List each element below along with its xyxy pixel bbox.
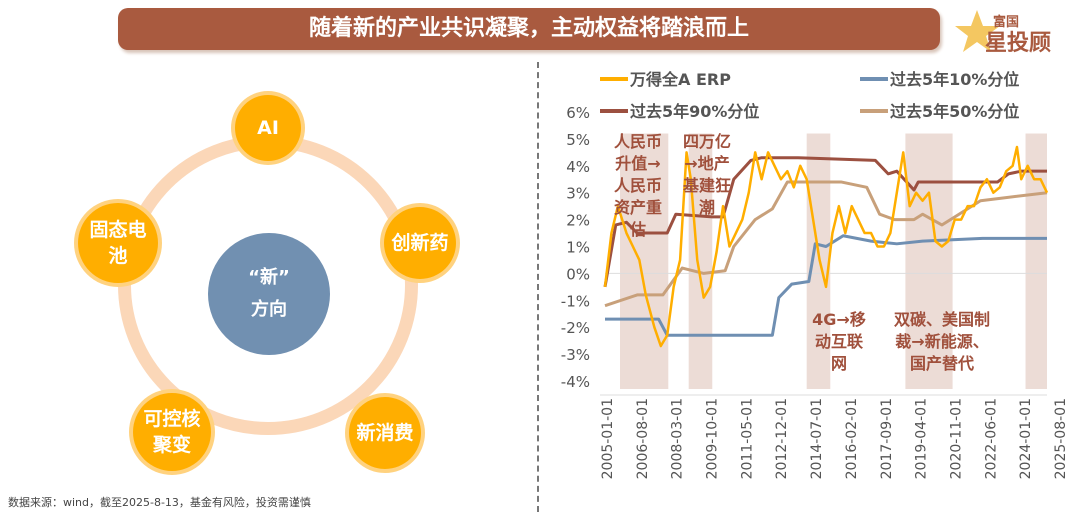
node-ai: AI (235, 95, 301, 161)
y-tick-label: 4% (566, 158, 590, 176)
page-title: 随着新的产业共识凝聚，主动权益将踏浪而上 (308, 16, 749, 41)
shaded-period (806, 133, 831, 389)
y-tick-label: -3% (561, 346, 590, 364)
legend-label: 万得全A ERP (629, 70, 731, 89)
x-tick-label: 2012-12-01 (774, 398, 790, 479)
x-tick-label: 2006-08-01 (635, 398, 651, 479)
annotation-text: 4G→移 (812, 310, 866, 329)
y-tick-label: 6% (566, 104, 590, 122)
x-tick-label: 2014-07-01 (809, 398, 825, 479)
annotation-text: 网 (831, 354, 847, 373)
center-circle: “新” 方向 (208, 233, 330, 355)
y-tick-label: -1% (561, 292, 590, 310)
y-tick-label: -4% (561, 373, 590, 391)
divider (537, 62, 539, 512)
x-tick-label: 2022-06-01 (983, 398, 999, 479)
legend-label: 过去5年10%分位 (890, 70, 1019, 89)
x-tick-label: 2019-04-01 (914, 398, 930, 479)
y-tick-label: 1% (566, 239, 590, 257)
y-tick-label: 0% (566, 265, 590, 283)
x-tick-label: 2017-09-01 (879, 398, 895, 479)
shaded-period (1025, 133, 1047, 389)
annotation-text: 人民币 (614, 176, 662, 195)
annotation-text: 人民币 (614, 132, 662, 151)
x-tick-label: 2020-11-01 (948, 398, 964, 479)
annotation-text: 基建狂 (682, 176, 731, 195)
x-tick-label: 2009-10-01 (705, 398, 721, 479)
erp-chart: -4% -3% -2% -1% 0% 1% 2% 3% 4% 5% 6% 2005-01-01 2006… (561, 70, 1069, 479)
series-line (603, 156, 1047, 288)
y-tick-label: 5% (566, 131, 590, 149)
center-label: “新” (248, 267, 290, 288)
series-line (605, 234, 1047, 337)
x-tick-label: 2005-01-01 (600, 398, 616, 479)
y-tick-label: 2% (566, 212, 590, 230)
series-line (603, 145, 1049, 348)
x-tick-label: 2008-03-01 (670, 398, 686, 479)
logo: 富国 星投顾 (955, 6, 1075, 56)
x-tick-label: 2024-01-01 (1018, 398, 1034, 479)
center-sublabel: 方向 (251, 299, 287, 320)
node-solid-state-battery: 固态电池 (78, 203, 158, 283)
series-line (604, 180, 1048, 308)
annotation-text: 估 (629, 220, 646, 239)
annotation-text: 裁→新能源、 (895, 332, 988, 351)
source-note: 数据来源：wind，截至2025-8-13，基金有风险，投资需谨慎 (8, 496, 311, 509)
annotation-text: 双碳、美国制 (894, 310, 990, 329)
x-tick-label: 2025-08-01 (1053, 398, 1069, 479)
annotation-text: 潮 (699, 198, 715, 217)
x-tick-label: 2011-05-01 (739, 398, 755, 479)
y-tick-label: -2% (561, 319, 590, 337)
annotation-text: 升值→ (615, 154, 660, 173)
shaded-period (905, 133, 953, 389)
annotation-text: 动互联 (815, 332, 863, 351)
node-new-consumption: 新消费 (349, 397, 421, 469)
title-banner: 随着新的产业共识凝聚，主动权益将踏浪而上 (118, 8, 940, 50)
legend-label: 过去5年50%分位 (890, 102, 1019, 121)
node-innovative-drugs: 创新药 (384, 207, 456, 279)
x-tick-label: 2016-02-01 (844, 398, 860, 479)
annotation-text: 国产替代 (910, 354, 974, 373)
svg-text:富国: 富国 (993, 14, 1019, 30)
annotation-text: 四万亿 (683, 132, 731, 151)
shaded-period (688, 133, 713, 389)
legend-label: 过去5年90%分位 (630, 102, 759, 121)
node-nuclear-fusion: 可控核聚变 (133, 393, 211, 471)
y-tick-label: 3% (566, 185, 590, 203)
annotation-text: 资产重 (614, 198, 662, 217)
svg-text:星投顾: 星投顾 (985, 31, 1051, 56)
annotation-text: →地产 (684, 154, 729, 173)
